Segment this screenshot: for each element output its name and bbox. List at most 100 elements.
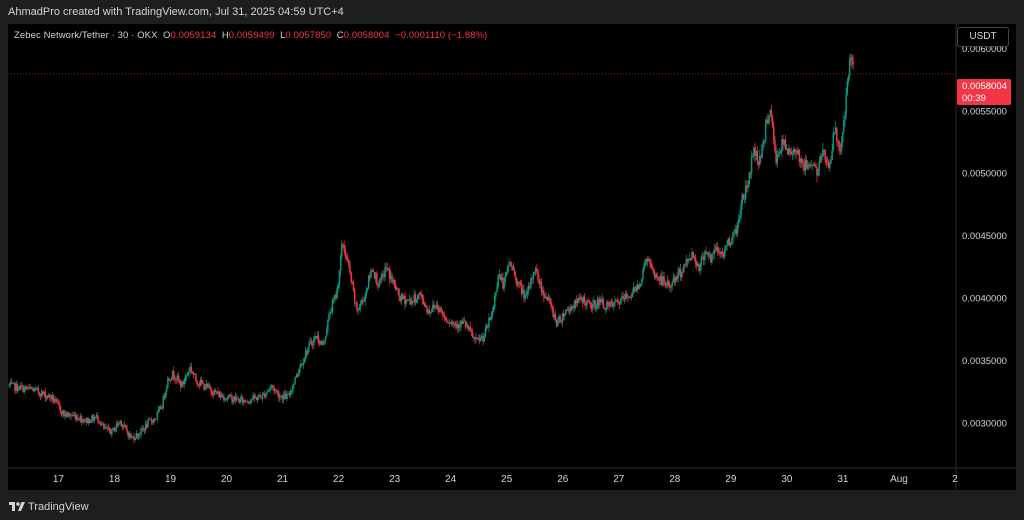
candle-body (836, 127, 838, 141)
candle-body (69, 413, 71, 417)
candle-body (186, 373, 189, 376)
symbol-title[interactable]: Zebec Network/Tether · 30 · OKX (14, 30, 158, 41)
candle-body (642, 269, 644, 280)
candle-body (139, 434, 141, 436)
candle-body (737, 218, 740, 223)
candle-body (399, 296, 401, 302)
candle-body (456, 324, 459, 329)
candle-body (404, 295, 406, 305)
candle-body (342, 244, 344, 246)
candle-body (831, 150, 833, 160)
candle-body (565, 309, 567, 315)
candle-body (380, 274, 383, 281)
candle-body (391, 275, 393, 283)
candle-body (503, 281, 505, 289)
candle-body (624, 294, 627, 300)
footer-brand[interactable]: TradingView (28, 501, 89, 513)
candle-body (634, 286, 636, 288)
candle-body (423, 304, 426, 307)
candle-body (732, 233, 734, 242)
candle-body (238, 398, 240, 403)
candle-body (517, 282, 519, 286)
candle-body (631, 293, 634, 298)
candle-body (39, 394, 42, 397)
candle-body (409, 299, 412, 305)
candle-body (170, 378, 173, 381)
candle-body (48, 394, 50, 398)
candle-body (652, 269, 655, 274)
candle-body (27, 388, 29, 390)
candle-body (140, 428, 142, 435)
candle-body (669, 285, 671, 288)
candle-body (304, 350, 307, 359)
candle-body (457, 325, 460, 329)
candle-body (484, 328, 487, 337)
candle-body (497, 275, 500, 287)
candle-body (314, 335, 316, 339)
candle-body (568, 308, 571, 312)
y-tick-label: 0.0060000 (962, 44, 1007, 55)
candle-body (635, 286, 637, 292)
candle-body (379, 280, 382, 282)
candle-body (625, 294, 628, 298)
candle-body (383, 274, 385, 278)
candle-body (518, 282, 521, 283)
candle-body (57, 401, 59, 404)
candle-body (628, 296, 630, 298)
candle-body (644, 262, 647, 264)
candle-body (271, 385, 273, 387)
ohlc-legend: Zebec Network/Tether · 30 · OKX O0.00591… (14, 30, 487, 41)
candle-body (112, 427, 114, 429)
candle-body (42, 391, 44, 394)
y-tick-label: 0.0040000 (962, 294, 1007, 305)
candle-body (578, 298, 580, 300)
candle-body (297, 371, 300, 374)
bar-countdown: 00:39 (962, 93, 986, 104)
candle-body (840, 141, 843, 152)
candle-body (161, 407, 163, 409)
candle-body (604, 309, 607, 311)
candle-body (837, 140, 839, 142)
candle-body (537, 270, 539, 280)
candle-body (155, 418, 157, 420)
candle-body (595, 307, 598, 309)
candle-body (508, 264, 510, 267)
candle-body (798, 150, 801, 163)
tradingview-logo-icon[interactable] (9, 498, 25, 514)
candle-body (17, 390, 20, 391)
candle-body (533, 271, 536, 274)
candle-body (142, 428, 145, 430)
candle-body (663, 276, 665, 283)
currency-button[interactable]: USDT (957, 27, 1009, 47)
candle-body (407, 299, 410, 301)
candle-body (281, 396, 284, 400)
candle-body (86, 418, 89, 424)
x-tick-label: 27 (613, 474, 625, 485)
candle-body (90, 422, 92, 424)
candle-body (175, 379, 177, 381)
candle-body (657, 277, 659, 279)
candle-body (587, 300, 589, 302)
candle-body (597, 298, 600, 306)
candle-body (482, 336, 484, 342)
y-tick-label: 0.0050000 (962, 169, 1007, 180)
candle-body (34, 388, 36, 392)
candle-body (787, 148, 789, 155)
candle-body (174, 377, 176, 380)
candle-body (444, 316, 447, 321)
chart-panel[interactable] (8, 24, 1016, 490)
candle-body (300, 363, 302, 368)
candle-body (367, 275, 370, 289)
candle-body (678, 268, 680, 272)
candle-body (546, 296, 549, 301)
y-tick-label: 0.0045000 (962, 231, 1007, 242)
candle-body (582, 296, 585, 303)
candle-body (736, 222, 739, 234)
candle-body (373, 271, 376, 279)
candle-body (203, 383, 205, 390)
candle-body (705, 251, 707, 254)
open-label: O (163, 30, 171, 41)
candle-body (428, 309, 431, 313)
candle-body (330, 311, 333, 313)
